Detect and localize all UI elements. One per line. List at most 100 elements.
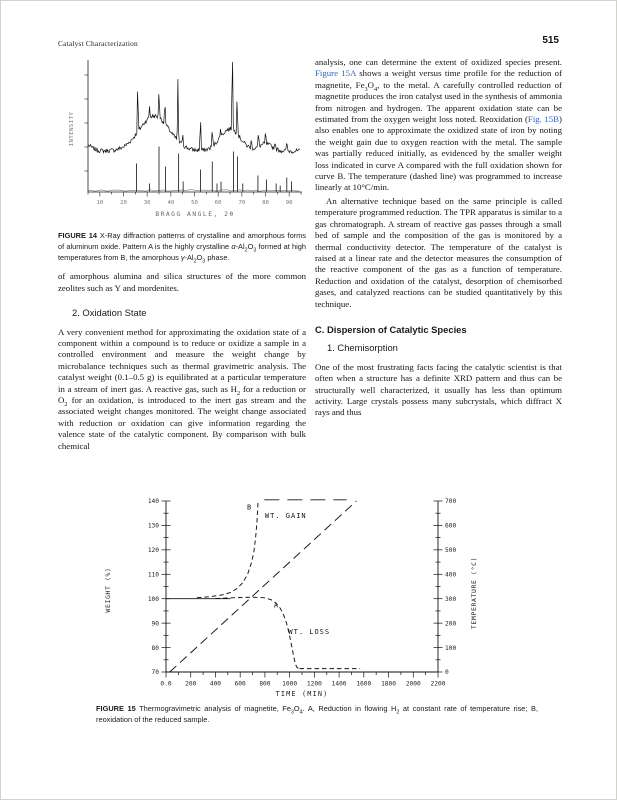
text-segment: of amorphous alumina and silica structur… bbox=[58, 271, 306, 293]
svg-text:0.0: 0.0 bbox=[160, 681, 171, 688]
svg-text:600: 600 bbox=[235, 681, 246, 688]
subscript-text: 2 bbox=[64, 400, 68, 408]
running-header: Catalyst Characterization bbox=[58, 39, 138, 48]
subscript-text: 3 bbox=[253, 247, 257, 254]
svg-text:WEIGHT (%): WEIGHT (%) bbox=[104, 567, 112, 612]
svg-text:1800: 1800 bbox=[381, 681, 396, 688]
svg-text:100: 100 bbox=[445, 645, 456, 652]
text-segment: at constant rate of temperature rise; B,… bbox=[96, 704, 539, 724]
subscript-text: 2 bbox=[193, 258, 197, 265]
text-segment: for an oxidation, is introduced to the i… bbox=[58, 395, 306, 451]
text-segment: , to the metal. A carefully controlled r… bbox=[315, 79, 562, 125]
text-segment: -Al bbox=[184, 253, 194, 263]
paragraph: analysis, one can determine the extent o… bbox=[315, 57, 562, 194]
text-segment: shows a weight versus time profile for t… bbox=[315, 68, 562, 90]
svg-text:800: 800 bbox=[259, 681, 270, 688]
svg-text:70: 70 bbox=[152, 669, 160, 676]
svg-text:700: 700 bbox=[445, 498, 456, 505]
svg-text:40: 40 bbox=[167, 200, 174, 206]
text-segment: A very convenient method for approximati… bbox=[58, 326, 306, 394]
svg-text:400: 400 bbox=[210, 681, 221, 688]
text-segment: α bbox=[231, 242, 236, 252]
svg-text:0: 0 bbox=[445, 669, 449, 676]
figure-15-caption: FIGURE 15 Thermogravimetric analysis of … bbox=[96, 703, 538, 725]
page-number: 515 bbox=[542, 35, 559, 46]
text-segment: O bbox=[196, 253, 203, 263]
text-segment: ) also enables one to approximate the ox… bbox=[315, 114, 562, 193]
svg-text:WT. LOSS: WT. LOSS bbox=[288, 628, 330, 636]
figure-15: 70 80 90 100 110 120 130 140 0 100 200 300 400 500 600… bbox=[86, 493, 558, 706]
subscript-text: 2 bbox=[244, 247, 248, 254]
svg-text:10: 10 bbox=[96, 200, 103, 206]
crossref-link[interactable]: Figure 15A bbox=[315, 68, 356, 79]
paragraph: One of the most frustrating facts facing… bbox=[315, 362, 562, 419]
paragraph: A very convenient method for approximati… bbox=[58, 327, 306, 452]
paragraph: An alternative technique based on the sa… bbox=[315, 196, 562, 310]
svg-text:90: 90 bbox=[152, 620, 160, 627]
text-segment: FIGURE 14 bbox=[58, 231, 98, 241]
svg-text:300: 300 bbox=[445, 596, 456, 603]
figure-15-chart: 7080901001101201301400100200300400500600… bbox=[104, 498, 478, 698]
svg-text:1600: 1600 bbox=[356, 681, 371, 688]
text-segment: for a reduction or O bbox=[58, 383, 306, 406]
svg-text:WT. GAIN: WT. GAIN bbox=[265, 512, 307, 520]
text-segment: One of the most frustrating facts facing… bbox=[315, 361, 562, 418]
subscript-text: 2 bbox=[396, 709, 400, 716]
svg-text:A: A bbox=[274, 601, 279, 609]
figure-14-chart: 10 20 30 40 50 60 70 80 90 BRAGG ANGLE, 2θ INTENSI… bbox=[69, 60, 302, 218]
text-segment: FIGURE 15 bbox=[96, 704, 136, 713]
text-segment: phase. bbox=[205, 253, 230, 263]
svg-text:INTENSITY: INTENSITY bbox=[69, 111, 75, 146]
paragraph: of amorphous alumina and silica structur… bbox=[58, 271, 306, 294]
svg-text:80: 80 bbox=[152, 645, 160, 652]
svg-text:100: 100 bbox=[148, 596, 159, 603]
right-column: analysis, one can determine the extent o… bbox=[315, 57, 562, 419]
svg-text:20: 20 bbox=[120, 200, 127, 206]
svg-text:2000: 2000 bbox=[406, 681, 421, 688]
svg-text:1400: 1400 bbox=[332, 681, 347, 688]
text-segment: formed at high temperatures from B, the … bbox=[58, 242, 306, 263]
svg-text:1000: 1000 bbox=[282, 681, 297, 688]
text-segment: O bbox=[293, 704, 300, 713]
text-segment: analysis, one can determine the extent o… bbox=[315, 57, 562, 67]
svg-text:1200: 1200 bbox=[307, 681, 322, 688]
svg-text:200: 200 bbox=[445, 620, 456, 627]
svg-text:2200: 2200 bbox=[431, 681, 446, 688]
svg-text:TEMPERATURE (°C): TEMPERATURE (°C) bbox=[470, 557, 478, 629]
figure-14-caption: FIGURE 14 X-Ray diffraction patterns of … bbox=[58, 230, 306, 265]
subscript-text: 3 bbox=[290, 709, 294, 716]
svg-text:80: 80 bbox=[262, 200, 269, 206]
section-heading-chemisorption: 1. Chemisorption bbox=[327, 342, 398, 354]
svg-text:140: 140 bbox=[148, 498, 159, 505]
text-segment: Thermogravimetric analysis of magnetite,… bbox=[135, 704, 291, 713]
crossref-link[interactable]: Fig. 15B bbox=[527, 114, 560, 125]
svg-text:120: 120 bbox=[148, 547, 159, 554]
subscript-text: 3 bbox=[202, 258, 206, 265]
text-segment: An alternative technique based on the sa… bbox=[315, 195, 562, 309]
section-heading-oxidation-state: 2. Oxidation State bbox=[72, 307, 147, 319]
svg-text:500: 500 bbox=[445, 547, 456, 554]
svg-text:TIME (MIN): TIME (MIN) bbox=[276, 690, 329, 698]
text-segment: . A, Reduction in flowing H bbox=[302, 704, 397, 713]
svg-text:BRAGG ANGLE, 2θ: BRAGG ANGLE, 2θ bbox=[155, 211, 234, 218]
svg-text:30: 30 bbox=[144, 200, 151, 206]
svg-text:130: 130 bbox=[148, 523, 159, 530]
subscript-text: 3 bbox=[364, 85, 368, 93]
svg-text:60: 60 bbox=[215, 200, 222, 206]
subscript-text: 2 bbox=[237, 389, 241, 397]
svg-text:400: 400 bbox=[445, 571, 456, 578]
svg-text:600: 600 bbox=[445, 523, 456, 530]
svg-text:70: 70 bbox=[238, 200, 245, 206]
text-segment: -Al bbox=[235, 242, 245, 252]
left-column: 10 20 30 40 50 60 70 80 90 BRAGG ANGLE, 2θ INTENSI… bbox=[58, 57, 306, 452]
svg-text:200: 200 bbox=[185, 681, 196, 688]
svg-text:B: B bbox=[247, 504, 252, 512]
svg-text:90: 90 bbox=[286, 200, 293, 206]
text-segment: X-Ray diffraction patterns of crystallin… bbox=[58, 231, 306, 252]
figure-14: 10 20 30 40 50 60 70 80 90 BRAGG ANGLE, 2θ INTENSI… bbox=[58, 57, 306, 265]
subscript-text: 4 bbox=[374, 85, 378, 93]
text-segment: O bbox=[367, 79, 375, 90]
text-segment: γ bbox=[180, 253, 185, 263]
text-segment: O bbox=[247, 242, 254, 252]
